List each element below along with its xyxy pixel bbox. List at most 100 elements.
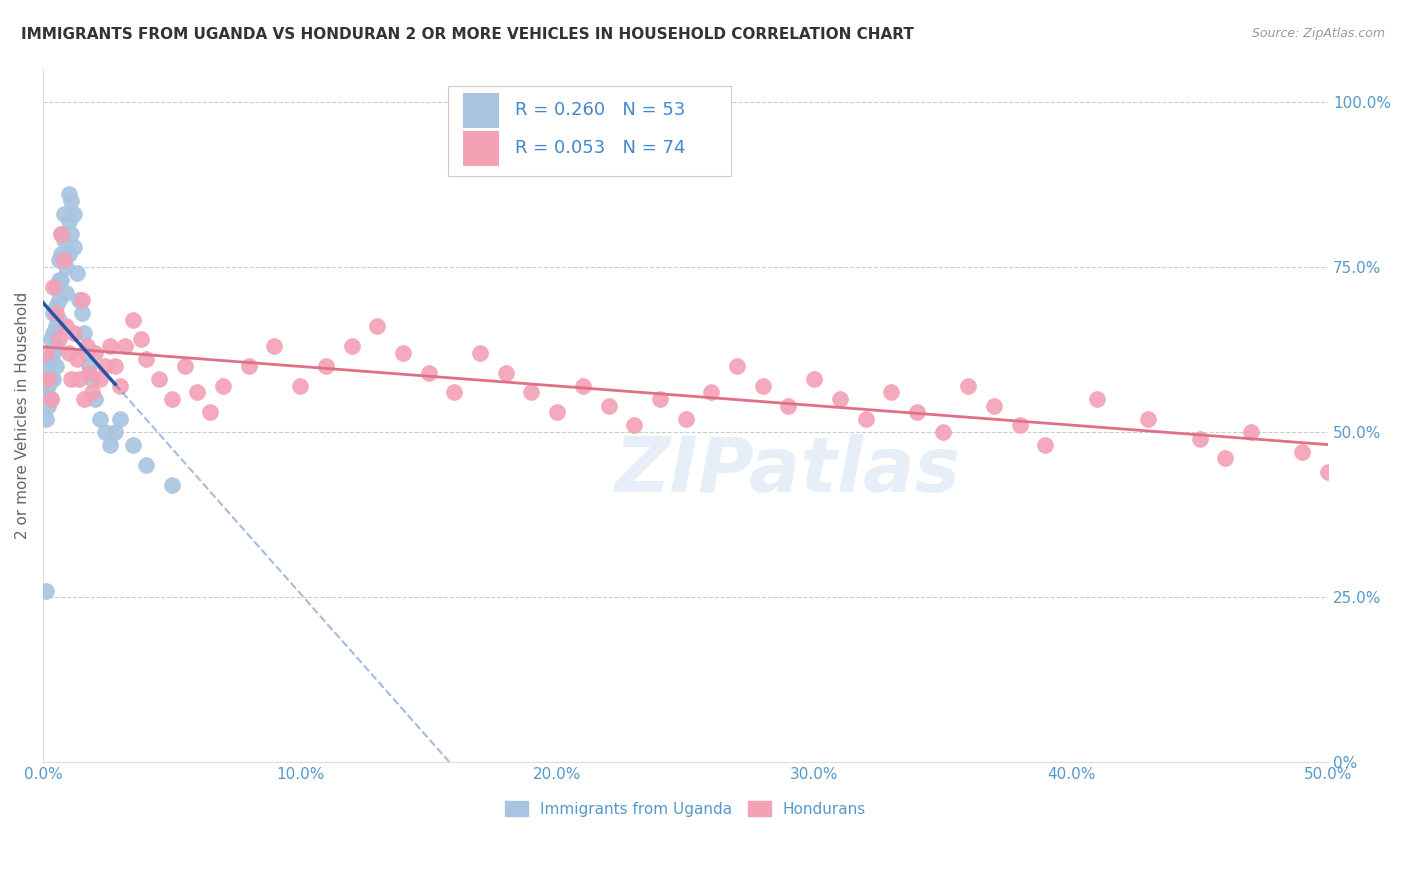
Point (83, 345, 105, 359)
Point (42, 306, 65, 320)
Point (65, 352, 87, 367)
Point (55, 260, 77, 274)
Point (45, 306, 67, 320)
Point (98, 339, 121, 353)
Point (42, 279, 65, 293)
Point (76, 339, 98, 353)
Point (45, 300, 67, 314)
Point (58, 345, 80, 359)
Point (39, 352, 62, 367)
Point (98, 438, 121, 452)
Bar (464, 131, 499, 166)
Point (70, 306, 93, 320)
Point (135, 352, 157, 367)
Point (983, 399, 1005, 413)
Point (238, 359, 260, 373)
Point (42, 345, 65, 359)
Point (37, 372, 59, 386)
Text: R = 0.260   N = 53: R = 0.260 N = 53 (515, 101, 685, 120)
Text: ZIPatlas: ZIPatlas (616, 434, 962, 508)
Point (52, 233, 75, 247)
Bar (449, 86, 731, 176)
Point (122, 438, 145, 452)
Point (186, 385, 208, 400)
Point (1188, 432, 1211, 446)
Text: Source: ZipAtlas.com: Source: ZipAtlas.com (1251, 27, 1385, 40)
Point (79, 359, 101, 373)
Point (42, 372, 65, 386)
Point (89, 411, 111, 425)
Point (957, 378, 980, 392)
Point (45, 319, 67, 334)
Point (35, 411, 58, 425)
Point (67, 372, 90, 386)
Point (39, 333, 62, 347)
Point (83, 392, 105, 406)
Point (37, 359, 59, 373)
Point (648, 392, 671, 406)
Point (76, 345, 98, 359)
Point (52, 253, 75, 268)
Text: R = 0.053   N = 74: R = 0.053 N = 74 (515, 139, 685, 157)
Point (290, 378, 312, 392)
Point (94, 359, 117, 373)
Point (63, 207, 86, 221)
Text: IMMIGRANTS FROM UGANDA VS HONDURAN 2 OR MORE VEHICLES IN HOUSEHOLD CORRELATION C: IMMIGRANTS FROM UGANDA VS HONDURAN 2 OR … (21, 27, 914, 42)
Point (1215, 451, 1237, 466)
Point (725, 359, 748, 373)
Point (80, 385, 103, 400)
Legend: Immigrants from Uganda, Hondurans: Immigrants from Uganda, Hondurans (498, 793, 873, 824)
Point (392, 345, 415, 359)
Point (546, 405, 568, 419)
Y-axis label: 2 or more Vehicles in Household: 2 or more Vehicles in Household (15, 292, 30, 539)
Point (520, 385, 543, 400)
Point (700, 385, 723, 400)
Point (315, 359, 337, 373)
Point (148, 372, 170, 386)
Point (623, 418, 645, 433)
Point (94, 425, 117, 439)
Point (60, 194, 83, 208)
Point (51, 227, 73, 241)
Point (73, 392, 96, 406)
Point (39, 392, 62, 406)
Point (55, 286, 77, 301)
Point (80, 372, 103, 386)
Point (598, 399, 620, 413)
Point (63, 326, 86, 340)
Point (572, 378, 595, 392)
Point (443, 385, 465, 400)
Point (48, 333, 70, 347)
Point (200, 405, 222, 419)
Point (468, 345, 491, 359)
Point (905, 405, 928, 419)
Point (65, 266, 87, 280)
Point (160, 392, 183, 406)
Point (37, 378, 59, 392)
Point (63, 240, 86, 254)
Point (48, 293, 70, 307)
Point (495, 366, 517, 380)
Point (60, 227, 83, 241)
Point (45, 359, 67, 373)
Point (129, 333, 152, 347)
Point (48, 312, 70, 326)
Point (67, 293, 90, 307)
Point (135, 458, 157, 472)
Point (58, 246, 80, 260)
Point (160, 478, 183, 492)
Point (45, 339, 67, 353)
Point (45, 279, 67, 293)
Point (212, 378, 235, 392)
Point (1317, 465, 1340, 479)
Point (52, 207, 75, 221)
Point (828, 392, 851, 406)
Point (1008, 418, 1031, 433)
Point (752, 378, 775, 392)
Bar (464, 93, 499, 128)
Point (39, 372, 62, 386)
Point (73, 326, 96, 340)
Point (114, 339, 136, 353)
Point (104, 359, 127, 373)
Point (89, 372, 111, 386)
